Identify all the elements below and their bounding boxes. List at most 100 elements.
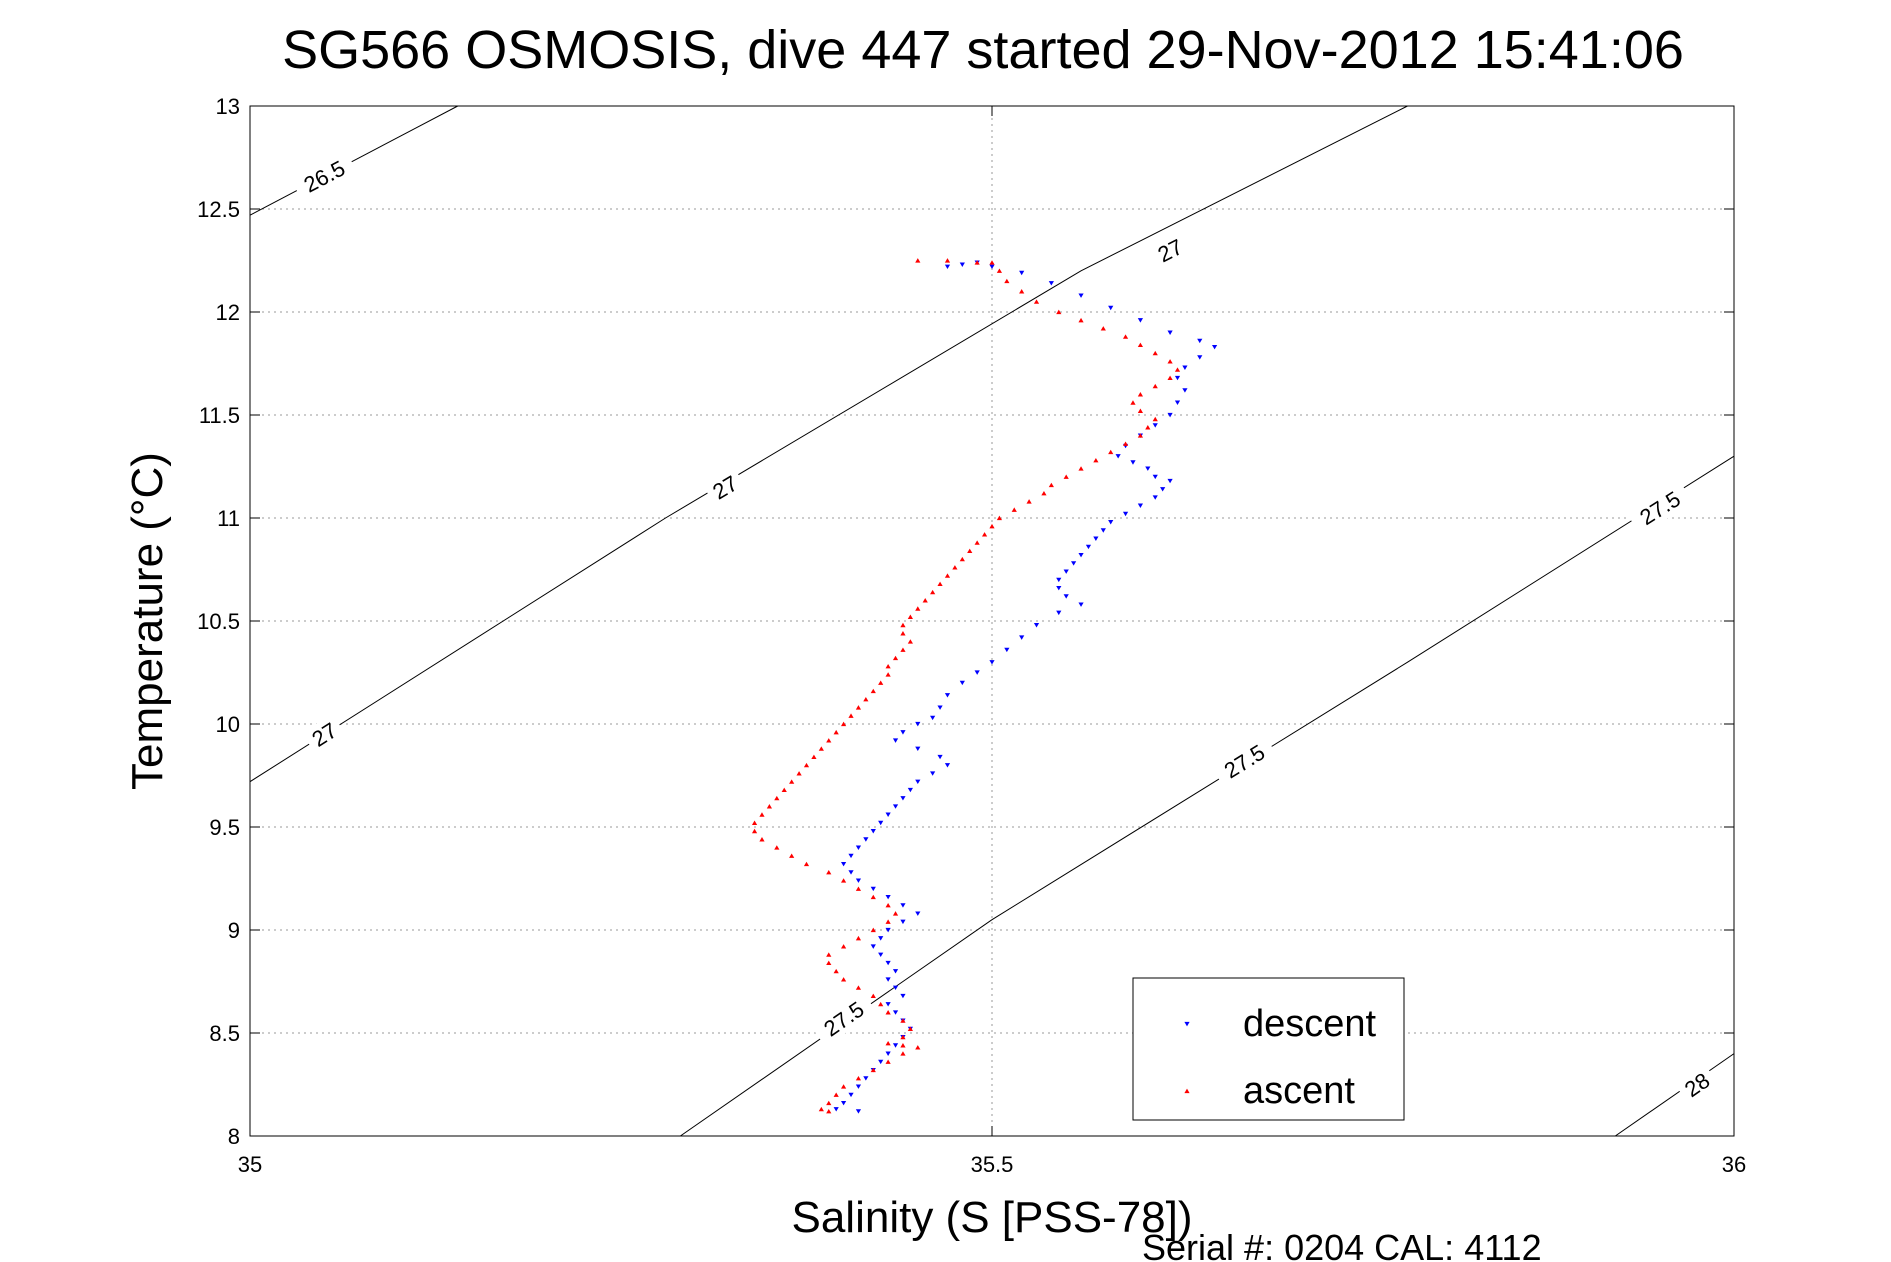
data-point-ascent bbox=[1041, 490, 1047, 496]
y-axis-label: Temperature (°C) bbox=[123, 452, 172, 790]
data-point-ascent bbox=[959, 556, 965, 562]
data-point-ascent bbox=[1078, 466, 1084, 471]
data-point-descent bbox=[1212, 344, 1218, 350]
plot-data bbox=[751, 258, 1218, 1114]
data-point-ascent bbox=[1152, 383, 1158, 389]
y-tick-label: 12 bbox=[216, 300, 240, 325]
data-point-descent bbox=[1182, 388, 1188, 393]
data-point-ascent bbox=[885, 1010, 891, 1015]
data-point-ascent bbox=[1078, 317, 1084, 323]
data-point-ascent bbox=[885, 663, 891, 669]
data-point-descent bbox=[1056, 585, 1062, 591]
data-point-descent bbox=[989, 264, 995, 270]
data-point-descent bbox=[1197, 355, 1203, 360]
data-point-descent bbox=[937, 754, 943, 760]
data-point-ascent bbox=[944, 573, 951, 578]
contour-label-background bbox=[290, 150, 358, 202]
data-point-ascent bbox=[833, 729, 839, 735]
data-point-ascent bbox=[848, 713, 854, 718]
data-point-ascent bbox=[989, 523, 995, 529]
y-tick-label: 9.5 bbox=[209, 815, 240, 840]
data-point-descent bbox=[1019, 635, 1025, 640]
contour-label-28: 28 bbox=[1674, 1063, 1720, 1106]
data-point-descent bbox=[1063, 569, 1069, 574]
legend-marker-ascent bbox=[1184, 1088, 1190, 1094]
data-point-ascent bbox=[885, 672, 891, 677]
data-point-ascent bbox=[900, 647, 906, 652]
data-point-ascent bbox=[841, 721, 847, 727]
data-point-ascent bbox=[1033, 299, 1040, 304]
data-point-ascent bbox=[751, 820, 758, 825]
data-point-descent bbox=[974, 670, 980, 675]
data-point-descent bbox=[855, 878, 862, 883]
data-point-descent bbox=[1108, 520, 1114, 525]
density-contour-28 bbox=[1614, 1053, 1735, 1137]
data-point-descent bbox=[915, 911, 921, 916]
legend-marker-ascent-shape bbox=[1184, 1088, 1190, 1094]
data-point-descent bbox=[841, 1100, 847, 1106]
data-point-ascent bbox=[803, 861, 810, 867]
data-point-descent bbox=[989, 660, 995, 665]
data-point-ascent bbox=[826, 960, 832, 966]
data-point-descent bbox=[944, 763, 951, 768]
data-point-descent bbox=[1078, 293, 1084, 298]
data-point-descent bbox=[1152, 474, 1158, 480]
contour-label-27.5: 27.5 bbox=[810, 990, 877, 1047]
y-tick-label: 13 bbox=[216, 94, 240, 119]
data-point-ascent bbox=[1174, 367, 1181, 372]
data-point-ascent bbox=[885, 1059, 891, 1064]
data-point-descent bbox=[1033, 623, 1040, 628]
data-point-ascent bbox=[759, 837, 765, 842]
data-point-descent bbox=[885, 812, 891, 817]
data-point-ascent bbox=[781, 787, 787, 792]
data-point-ascent bbox=[1130, 400, 1136, 405]
data-point-ascent bbox=[833, 1092, 839, 1097]
data-point-ascent bbox=[841, 944, 847, 949]
data-point-ascent bbox=[900, 631, 906, 636]
data-point-ascent bbox=[826, 1100, 832, 1106]
data-point-ascent bbox=[789, 853, 795, 858]
data-point-descent bbox=[833, 1107, 839, 1112]
series-ascent bbox=[751, 258, 1181, 1114]
data-point-descent bbox=[1152, 495, 1158, 500]
data-point-ascent bbox=[1152, 416, 1158, 422]
data-point-descent bbox=[900, 730, 906, 735]
data-point-descent bbox=[1160, 487, 1166, 492]
data-point-ascent bbox=[855, 705, 862, 710]
data-point-ascent bbox=[930, 589, 936, 595]
data-point-descent bbox=[1174, 400, 1181, 405]
contour-label-background bbox=[1211, 733, 1278, 789]
contour-label-background bbox=[302, 713, 347, 755]
data-point-descent bbox=[878, 952, 884, 958]
data-point-ascent bbox=[826, 1108, 832, 1114]
data-point-ascent bbox=[870, 1067, 876, 1073]
data-point-descent bbox=[937, 705, 943, 710]
data-point-ascent bbox=[1145, 425, 1151, 430]
data-point-descent bbox=[1145, 466, 1151, 471]
data-point-descent bbox=[1130, 460, 1136, 465]
data-point-descent bbox=[885, 1051, 891, 1056]
data-point-ascent bbox=[937, 581, 943, 586]
contour-label-background bbox=[1148, 230, 1193, 270]
axis-ticks: 35 35.5 36 8 8.5 9 9.5 10 10.5 11 11.5 12 12.5 13 bbox=[197, 94, 1746, 1177]
data-point-descent bbox=[1085, 544, 1092, 550]
grid bbox=[250, 106, 1734, 1136]
data-point-descent bbox=[907, 787, 913, 793]
legend: descent ascent bbox=[1132, 977, 1405, 1121]
contour-label-background bbox=[702, 466, 747, 508]
contour-label-background bbox=[1674, 1063, 1720, 1106]
data-point-ascent bbox=[900, 1051, 906, 1056]
data-point-ascent bbox=[759, 812, 765, 817]
y-tick-label: 10.5 bbox=[197, 609, 240, 634]
data-point-ascent bbox=[818, 746, 824, 751]
data-point-ascent bbox=[811, 754, 817, 760]
data-point-ascent bbox=[1152, 350, 1158, 356]
data-point-ascent bbox=[826, 952, 832, 957]
data-point-descent bbox=[892, 738, 899, 743]
data-point-descent bbox=[1197, 338, 1203, 344]
data-point-ascent bbox=[818, 1106, 824, 1112]
data-point-descent bbox=[930, 771, 936, 776]
data-point-descent bbox=[841, 862, 847, 867]
data-point-ascent bbox=[1137, 433, 1143, 438]
data-point-descent bbox=[855, 845, 862, 850]
